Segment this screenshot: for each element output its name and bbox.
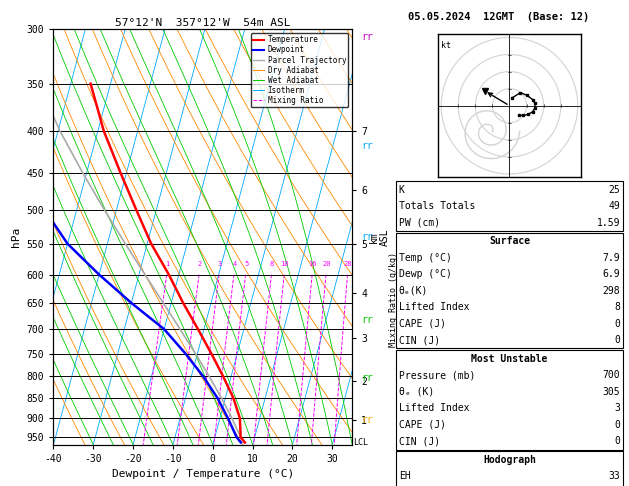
Text: rr: rr bbox=[362, 315, 374, 325]
Text: K: K bbox=[399, 185, 404, 194]
Text: 0: 0 bbox=[615, 319, 620, 329]
Text: θₑ(K): θₑ(K) bbox=[399, 286, 428, 295]
Text: CAPE (J): CAPE (J) bbox=[399, 420, 446, 430]
Text: 16: 16 bbox=[308, 260, 317, 266]
Text: Temp (°C): Temp (°C) bbox=[399, 253, 452, 262]
Text: θₑ (K): θₑ (K) bbox=[399, 387, 434, 397]
Text: rr: rr bbox=[362, 373, 374, 383]
Text: rr: rr bbox=[362, 415, 374, 425]
Text: 05.05.2024  12GMT  (Base: 12): 05.05.2024 12GMT (Base: 12) bbox=[408, 12, 589, 22]
Legend: Temperature, Dewpoint, Parcel Trajectory, Dry Adiabat, Wet Adiabat, Isotherm, Mi: Temperature, Dewpoint, Parcel Trajectory… bbox=[251, 33, 348, 107]
Text: 3: 3 bbox=[218, 260, 222, 266]
Text: kt: kt bbox=[441, 41, 451, 50]
Text: Lifted Index: Lifted Index bbox=[399, 302, 469, 312]
Text: EH: EH bbox=[399, 471, 411, 481]
Text: CIN (J): CIN (J) bbox=[399, 335, 440, 345]
X-axis label: Dewpoint / Temperature (°C): Dewpoint / Temperature (°C) bbox=[112, 469, 294, 479]
Text: 2: 2 bbox=[198, 260, 202, 266]
Text: 33: 33 bbox=[608, 471, 620, 481]
Text: 700: 700 bbox=[603, 370, 620, 380]
Text: Totals Totals: Totals Totals bbox=[399, 201, 475, 211]
Y-axis label: km
ASL: km ASL bbox=[369, 228, 390, 246]
Text: Most Unstable: Most Unstable bbox=[471, 354, 548, 364]
Text: Pressure (mb): Pressure (mb) bbox=[399, 370, 475, 380]
Text: 305: 305 bbox=[603, 387, 620, 397]
Text: 20: 20 bbox=[322, 260, 331, 266]
Text: 1: 1 bbox=[165, 260, 170, 266]
Y-axis label: hPa: hPa bbox=[11, 227, 21, 247]
Text: Dewp (°C): Dewp (°C) bbox=[399, 269, 452, 279]
Text: rr: rr bbox=[362, 232, 374, 242]
Text: 25: 25 bbox=[608, 185, 620, 194]
Text: 0: 0 bbox=[615, 436, 620, 446]
Text: 6.9: 6.9 bbox=[603, 269, 620, 279]
Text: © weatheronline.co.uk: © weatheronline.co.uk bbox=[457, 469, 562, 479]
Text: 0: 0 bbox=[615, 420, 620, 430]
Text: 7.9: 7.9 bbox=[603, 253, 620, 262]
Text: 5: 5 bbox=[244, 260, 248, 266]
Text: Lifted Index: Lifted Index bbox=[399, 403, 469, 413]
Text: CIN (J): CIN (J) bbox=[399, 436, 440, 446]
Text: 8: 8 bbox=[270, 260, 274, 266]
Text: 298: 298 bbox=[603, 286, 620, 295]
Text: rr: rr bbox=[362, 140, 374, 151]
Text: Mixing Ratio (g/kg): Mixing Ratio (g/kg) bbox=[389, 252, 398, 347]
Text: 4: 4 bbox=[233, 260, 237, 266]
Text: 49: 49 bbox=[608, 201, 620, 211]
Text: 1.59: 1.59 bbox=[597, 218, 620, 227]
Title: 57°12'N  357°12'W  54m ASL: 57°12'N 357°12'W 54m ASL bbox=[115, 18, 291, 28]
Text: rr: rr bbox=[362, 33, 374, 42]
Text: Hodograph: Hodograph bbox=[483, 455, 536, 465]
Text: Surface: Surface bbox=[489, 236, 530, 246]
Text: 3: 3 bbox=[615, 403, 620, 413]
Text: 10: 10 bbox=[281, 260, 289, 266]
Text: 8: 8 bbox=[615, 302, 620, 312]
Text: PW (cm): PW (cm) bbox=[399, 218, 440, 227]
Text: 28: 28 bbox=[344, 260, 352, 266]
Text: LCL: LCL bbox=[353, 438, 368, 447]
Text: 0: 0 bbox=[615, 335, 620, 345]
Text: CAPE (J): CAPE (J) bbox=[399, 319, 446, 329]
